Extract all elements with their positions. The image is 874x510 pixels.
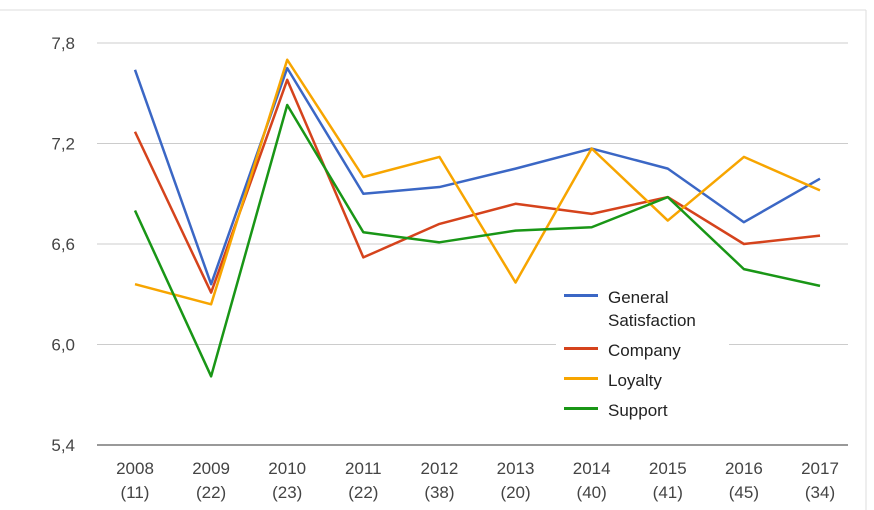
x-tick-label: 2015 (41) xyxy=(649,459,687,502)
legend-label: Company xyxy=(608,341,681,360)
legend-swatch xyxy=(564,407,598,410)
x-tick-count: (20) xyxy=(500,483,530,502)
legend-swatch xyxy=(564,377,598,380)
x-tick-count: (23) xyxy=(272,483,302,502)
y-tick-label: 7,2 xyxy=(51,135,75,154)
x-tick-count: (22) xyxy=(196,483,226,502)
x-tick-year: 2010 xyxy=(268,459,306,478)
x-tick-label: 2012 (38) xyxy=(421,459,459,502)
x-tick-label: 2013 (20) xyxy=(497,459,535,502)
x-tick-year: 2014 xyxy=(573,459,611,478)
x-tick-year: 2008 xyxy=(116,459,154,478)
legend-label: Support xyxy=(608,401,668,420)
x-tick-year: 2017 xyxy=(801,459,839,478)
legend-item: Support xyxy=(564,399,729,422)
legend-swatch xyxy=(564,294,598,297)
x-tick-year: 2016 xyxy=(725,459,763,478)
x-tick-count: (40) xyxy=(577,483,607,502)
x-tick-label: 2017 (34) xyxy=(801,459,839,502)
series-line xyxy=(134,58,821,306)
y-tick-label: 5,4 xyxy=(51,436,75,455)
y-tick-label: 6,6 xyxy=(51,235,75,254)
x-tick-label: 2008 (11) xyxy=(116,459,154,502)
legend-item: Loyalty xyxy=(564,369,729,392)
x-tick-year: 2013 xyxy=(497,459,535,478)
series-line xyxy=(133,103,821,378)
x-tick-count: (38) xyxy=(424,483,454,502)
x-tick-count: (41) xyxy=(653,483,683,502)
x-tick-label: 2016 (45) xyxy=(725,459,763,502)
legend-swatch xyxy=(564,347,598,350)
y-tick-label: 7,8 xyxy=(51,34,75,53)
legend-label: General Satisfaction xyxy=(608,288,696,330)
x-tick-count: (11) xyxy=(121,483,150,502)
x-tick-year: 2011 xyxy=(345,459,382,478)
y-tick-label: 6,0 xyxy=(51,336,75,355)
legend-item: Company xyxy=(564,339,729,362)
legend-item: General Satisfaction xyxy=(564,286,729,332)
series-line xyxy=(133,66,821,286)
x-tick-count: (34) xyxy=(805,483,835,502)
series-line xyxy=(133,78,821,294)
x-tick-label: 2010 (23) xyxy=(268,459,306,502)
legend: General Satisfaction Company Loyalty Suppor… xyxy=(556,282,729,435)
legend-label: Loyalty xyxy=(608,371,662,390)
x-tick-label: 2009 (22) xyxy=(192,459,230,502)
x-tick-year: 2009 xyxy=(192,459,230,478)
x-tick-label: 2014 (40) xyxy=(573,459,611,502)
x-tick-label: 2011 (22) xyxy=(345,459,382,502)
x-tick-count: (22) xyxy=(348,483,378,502)
x-tick-count: (45) xyxy=(729,483,759,502)
x-tick-year: 2015 xyxy=(649,459,687,478)
x-tick-year: 2012 xyxy=(421,459,459,478)
